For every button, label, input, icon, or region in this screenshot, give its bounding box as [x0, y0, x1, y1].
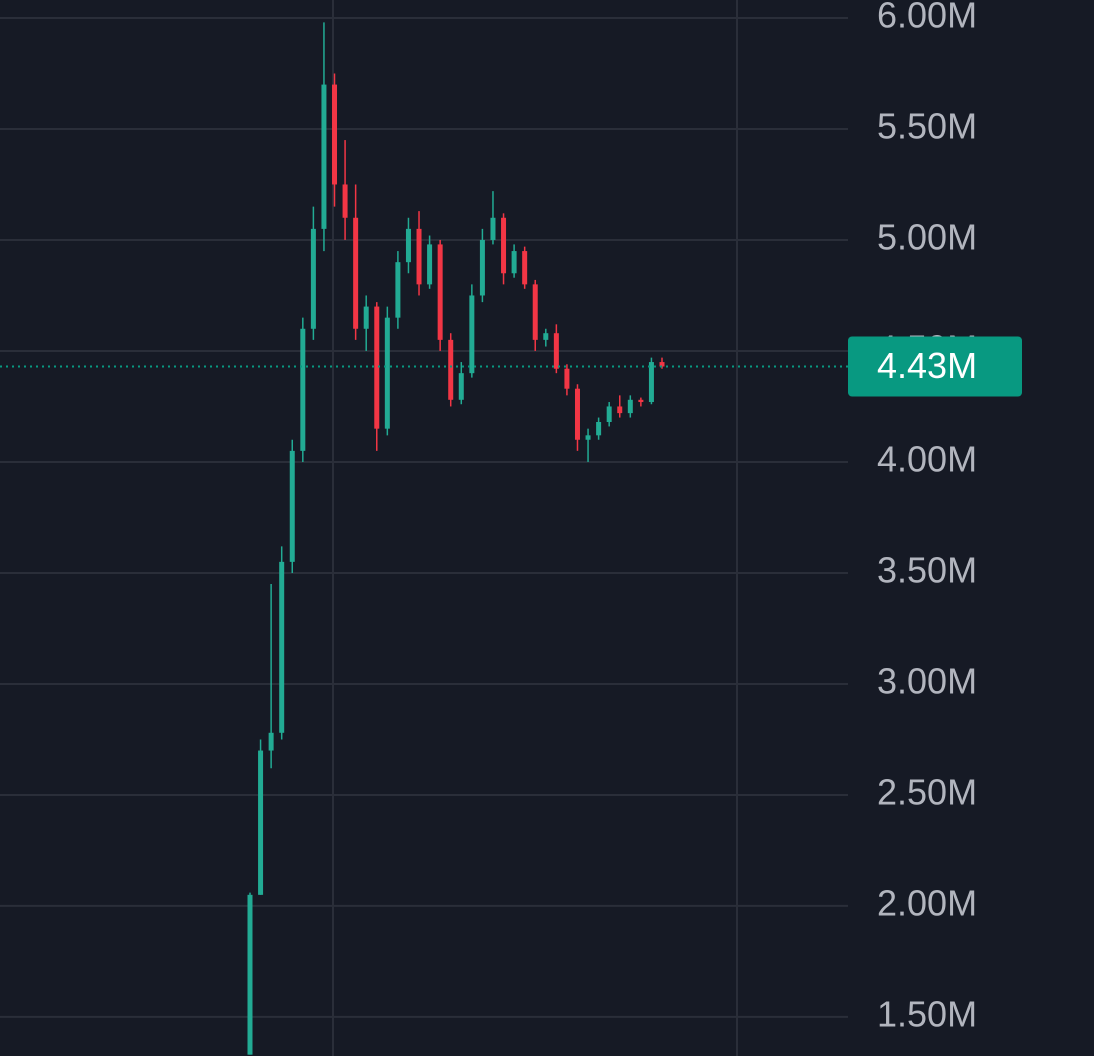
- candle-body: [247, 894, 253, 1055]
- candle-body: [448, 339, 454, 400]
- candle-body: [479, 239, 485, 296]
- y-tick-label: 5.50M: [877, 105, 977, 146]
- candle-body: [596, 422, 602, 436]
- candle-body: [659, 362, 665, 367]
- candle-body: [374, 306, 380, 429]
- candle-body: [522, 251, 528, 285]
- candle-body: [268, 732, 274, 751]
- candle-body: [574, 388, 580, 440]
- candle-body: [416, 228, 422, 285]
- candle-body: [648, 362, 654, 403]
- y-tick-label: 2.00M: [877, 882, 977, 923]
- candle-body: [638, 399, 644, 403]
- candle-body: [310, 228, 316, 329]
- last-price-badge: [848, 336, 1022, 397]
- candle-body: [553, 333, 559, 369]
- candle-body: [405, 228, 411, 263]
- candle-body: [384, 317, 390, 429]
- candle-body: [395, 262, 401, 318]
- y-tick-label: 3.50M: [877, 549, 977, 590]
- candle-body: [606, 406, 612, 423]
- candle-body: [279, 561, 285, 733]
- last-price-label: 4.43M: [877, 345, 977, 386]
- candle-body: [469, 295, 475, 374]
- candle-body: [258, 750, 264, 895]
- y-tick-label: 1.50M: [877, 993, 977, 1034]
- y-tick-label: 5.00M: [877, 216, 977, 257]
- candle-body: [511, 251, 517, 274]
- candle-body: [501, 217, 507, 274]
- candle-body: [627, 399, 633, 414]
- y-tick-label: 2.50M: [877, 771, 977, 812]
- y-tick-label: 6.00M: [877, 0, 977, 35]
- candle-body: [353, 217, 359, 329]
- candle-body: [617, 406, 623, 414]
- candle-body: [490, 217, 496, 240]
- y-tick-label: 4.00M: [877, 438, 977, 479]
- candle-body: [332, 84, 338, 185]
- candle-body: [289, 450, 295, 562]
- candle-body: [437, 244, 443, 340]
- candle-body: [564, 368, 570, 389]
- candle-body: [532, 284, 538, 340]
- candle-body: [342, 184, 348, 218]
- candle-body: [543, 333, 549, 340]
- y-tick-label: 3.00M: [877, 660, 977, 701]
- candle-body: [363, 306, 369, 329]
- candle-body: [458, 373, 464, 400]
- candle-body: [321, 84, 327, 229]
- candle-body: [300, 328, 306, 451]
- candle-body: [427, 244, 433, 285]
- candle-body: [585, 435, 591, 440]
